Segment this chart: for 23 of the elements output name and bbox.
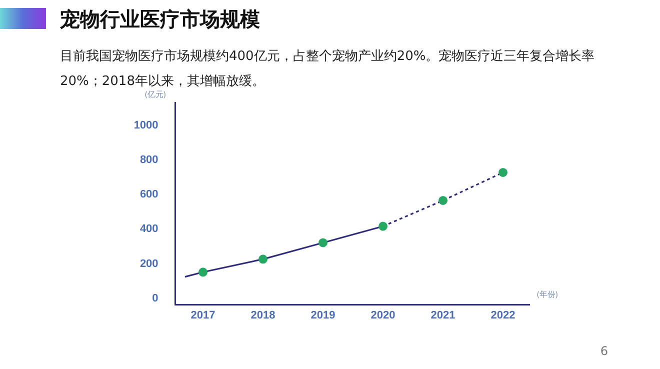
point [198, 268, 208, 277]
point [258, 254, 268, 264]
point [498, 168, 508, 177]
x-tick-label: 2019 [310, 310, 336, 322]
x-axis-title: (年份) [537, 289, 558, 300]
x-tick-label: 2021 [430, 310, 456, 322]
point [318, 238, 328, 248]
chart-title: 宠物行业医疗市场规模 [60, 6, 260, 33]
y-tick-label: 600 [140, 188, 158, 201]
y-tick-label: 200 [140, 258, 158, 270]
x-tick-label: 2020 [370, 310, 396, 322]
x-tick-label: 2018 [250, 310, 276, 322]
point [438, 196, 448, 205]
y-tick-label: 400 [140, 223, 158, 236]
y-tick-label: 0 [152, 292, 158, 304]
x-tick-label: 2022 [490, 310, 516, 322]
y-axis-title: (亿元) [145, 89, 166, 100]
chart-subtitle: 目前我国宠物医疗市场规模约400亿元，占整个宠物产业约20%。宠物医疗近三年复合增长率20%；2018年以来，其增幅放缓。 [60, 48, 596, 90]
y-tick-label: 800 [140, 154, 158, 166]
text: 6 [600, 344, 608, 358]
x-tick-label: 2017 [190, 310, 216, 322]
y-tick-label: 1000 [134, 119, 158, 132]
point [378, 222, 388, 231]
